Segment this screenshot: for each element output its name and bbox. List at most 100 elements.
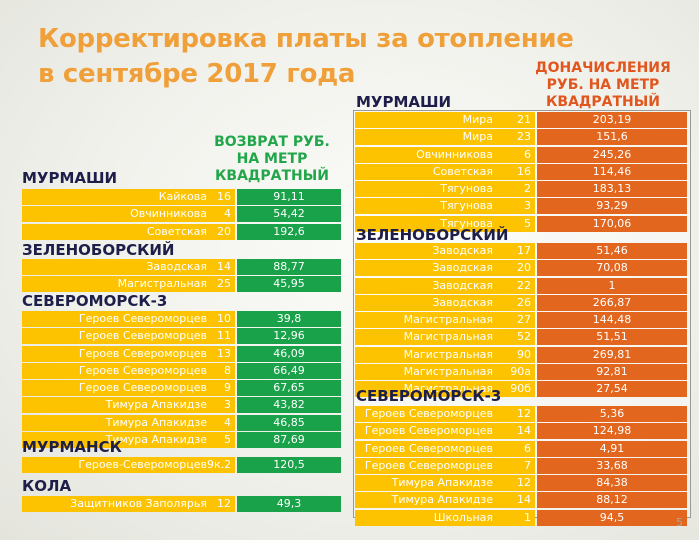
street-name: Магистральная	[403, 382, 493, 396]
amount-cell: 49,3	[237, 496, 341, 512]
house-number: 9к.2	[207, 458, 232, 471]
house-number: 2	[524, 182, 531, 196]
street-name: Героев Североморцев	[78, 312, 207, 325]
house-number: 13	[217, 346, 231, 360]
address-cell: Тимура Апакидзе 5	[22, 432, 235, 449]
street-name: Тягунова	[440, 182, 493, 196]
address-cell: Советская 16	[355, 163, 535, 180]
house-number: 1	[524, 510, 531, 524]
refund-header-line: ВОЗВРАТ РУБ.	[214, 134, 330, 150]
amount-cell: 46,85	[237, 414, 341, 431]
address-cell: Заводская 14	[22, 259, 235, 275]
house-number: 5	[224, 433, 231, 447]
section-title-kola-refund: КОЛА	[22, 477, 72, 495]
house-number: 5	[524, 216, 531, 230]
house-number: 14	[517, 424, 531, 438]
address-cell: Советская 20	[22, 223, 235, 240]
amount-cell: 94,5	[537, 509, 687, 526]
section-title-murmashi-charge: МУРМАШИ	[356, 93, 452, 111]
address-cell: Магистральная 90а	[355, 364, 535, 381]
street-name: Тимура Апакидзе	[391, 493, 493, 507]
charge-header-line: РУБ. НА МЕТР	[546, 77, 660, 93]
amount-cell: 43,82	[237, 397, 341, 414]
section-title-zelenoborsky-charge: ЗЕЛЕНОБОРСКИЙ	[356, 226, 509, 244]
amount-cell: 46,09	[237, 345, 341, 362]
house-number: 14	[217, 260, 231, 273]
address-cell: Тягунова 2	[355, 181, 535, 198]
section-title-zelenoborsky-refund: ЗЕЛЕНОБОРСКИЙ	[22, 241, 175, 259]
street-name: Магистральная	[403, 347, 493, 361]
street-name: Заводская	[432, 278, 493, 292]
address-cell: Магистральная 90	[355, 346, 535, 363]
house-number: 52	[517, 330, 531, 344]
address-cell: Героев Североморцев 7	[355, 457, 535, 474]
amount-cell: 120,5	[237, 457, 341, 473]
address-cell: Заводская 20	[355, 260, 535, 277]
amount-cell: 27,54	[537, 381, 687, 398]
address-cell: Защитников Заполярья 12	[22, 496, 235, 512]
house-number: 3	[224, 398, 231, 412]
address-cell: Тимура Апакидзе 3	[22, 397, 235, 414]
amount-cell: 1	[537, 277, 687, 294]
house-number: 4	[224, 415, 231, 429]
house-number: 14	[517, 493, 531, 507]
address-cell: Героев Североморцев 14	[355, 423, 535, 440]
amount-cell: 70,08	[537, 260, 687, 277]
address-cell: Заводская 22	[355, 277, 535, 294]
amount-cell: 114,46	[537, 163, 687, 180]
street-name: Магистральная	[403, 365, 493, 379]
street-name: Магистральная	[117, 277, 207, 291]
address-cell: Тимура Апакидзе 12	[355, 475, 535, 492]
house-number: 21	[517, 113, 531, 126]
address-cell: Заводская 26	[355, 294, 535, 311]
street-name: Тимура Апакидзе	[391, 476, 493, 490]
amount-cell: 170,06	[537, 215, 687, 232]
amount-cell: 4,91	[537, 440, 687, 457]
house-number: 26	[517, 295, 531, 309]
address-cell: Кайкова 16	[22, 189, 235, 205]
amount-cell: 51,51	[537, 329, 687, 346]
street-name: Героев Североморцев	[364, 424, 493, 438]
house-number: 3	[524, 199, 531, 213]
address-cell: Тягунова 5	[355, 215, 535, 232]
slide-title: Корректировка платы за отопление в сентя…	[38, 22, 574, 92]
slide-title-line-2: в сентябре 2017 года	[38, 59, 356, 89]
amount-cell: 245,26	[537, 146, 687, 163]
street-name: Магистральная	[403, 313, 493, 327]
charge-header-line: КВАДРАТНЫЙ	[545, 94, 660, 110]
amount-cell: 203,19	[537, 112, 687, 128]
house-number: 20	[217, 224, 231, 238]
street-name: Кайкова	[158, 190, 207, 203]
amount-cell: 51,46	[537, 243, 687, 259]
amount-cell: 67,65	[237, 380, 341, 397]
street-name: Овчинникова	[130, 207, 207, 221]
address-cell: Героев Североморцев 9	[22, 380, 235, 397]
street-name: Героев Североморцев	[78, 363, 207, 377]
house-number: 7	[524, 458, 531, 472]
section-title-severomorsk-refund: СЕВЕРОМОРСК-3	[22, 292, 168, 310]
address-cell: Героев Североморцев 8	[22, 362, 235, 379]
house-number: 23	[517, 130, 531, 144]
street-name: Тягунова	[440, 216, 493, 230]
house-number: 6	[524, 147, 531, 161]
house-number: 17	[517, 244, 531, 257]
street-name: Советская	[432, 164, 493, 178]
street-name: Тимура Апакидзе	[105, 398, 207, 412]
amount-cell: 88,77	[237, 259, 341, 275]
address-cell: Магистральная 52	[355, 329, 535, 346]
refund-column-header: ВОЗВРАТ РУБ. НА МЕТР КВАДРАТНЫЙ	[208, 134, 336, 185]
slide-title-line-1: Корректировка платы за отопление	[38, 24, 574, 54]
street-name: Школьная	[433, 510, 493, 524]
amount-cell: 33,68	[537, 457, 687, 474]
house-number: 9	[224, 381, 231, 395]
house-number: 16	[517, 164, 531, 178]
address-cell: Магистральная 25	[22, 276, 235, 293]
section-title-murmashi-refund: МУРМАШИ	[22, 169, 118, 187]
amount-cell: 266,87	[537, 294, 687, 311]
amount-cell: 269,81	[537, 346, 687, 363]
street-name: Овчинникова	[416, 147, 493, 161]
address-cell: Мира 23	[355, 129, 535, 146]
house-number: 10	[217, 312, 231, 325]
address-cell: Тимура Апакидзе 4	[22, 414, 235, 431]
street-name: Героев Североморцев	[78, 381, 207, 395]
